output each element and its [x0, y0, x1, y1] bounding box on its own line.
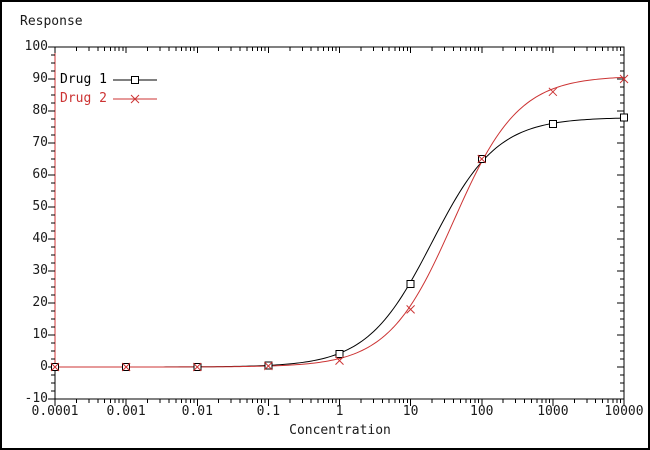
square-marker-icon	[620, 113, 628, 122]
x-marker-icon	[477, 154, 487, 164]
x-marker-icon	[121, 362, 131, 372]
x-marker-icon	[548, 87, 558, 97]
legend: Drug 1 Drug 2	[60, 70, 157, 108]
legend-x-marker-icon	[130, 94, 140, 103]
x-marker-icon	[264, 361, 273, 371]
square-marker-icon	[406, 279, 415, 288]
square-marker-icon	[548, 119, 557, 128]
x-marker-icon	[335, 356, 344, 365]
x-axis-title: Concentration	[289, 423, 391, 438]
legend-sample-drug1	[113, 75, 157, 84]
x-marker-icon	[619, 74, 629, 84]
series-curve-2	[55, 76, 625, 368]
legend-label-drug2: Drug 2	[60, 90, 107, 106]
series-curve-1	[55, 117, 625, 368]
x-marker-icon	[192, 362, 202, 372]
legend-sample-drug2	[113, 94, 157, 103]
legend-label-drug1: Drug 1	[60, 71, 107, 87]
legend-item-drug1: Drug 1	[60, 70, 157, 89]
square-marker-icon	[335, 350, 344, 359]
chart-title: Response	[20, 14, 83, 29]
x-marker-icon	[50, 362, 60, 372]
x-marker-icon	[406, 305, 415, 314]
legend-square-marker-icon	[131, 75, 139, 84]
legend-item-drug2: Drug 2	[60, 89, 157, 108]
